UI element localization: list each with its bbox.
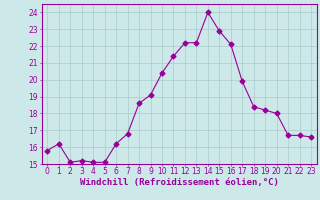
X-axis label: Windchill (Refroidissement éolien,°C): Windchill (Refroidissement éolien,°C) bbox=[80, 178, 279, 187]
